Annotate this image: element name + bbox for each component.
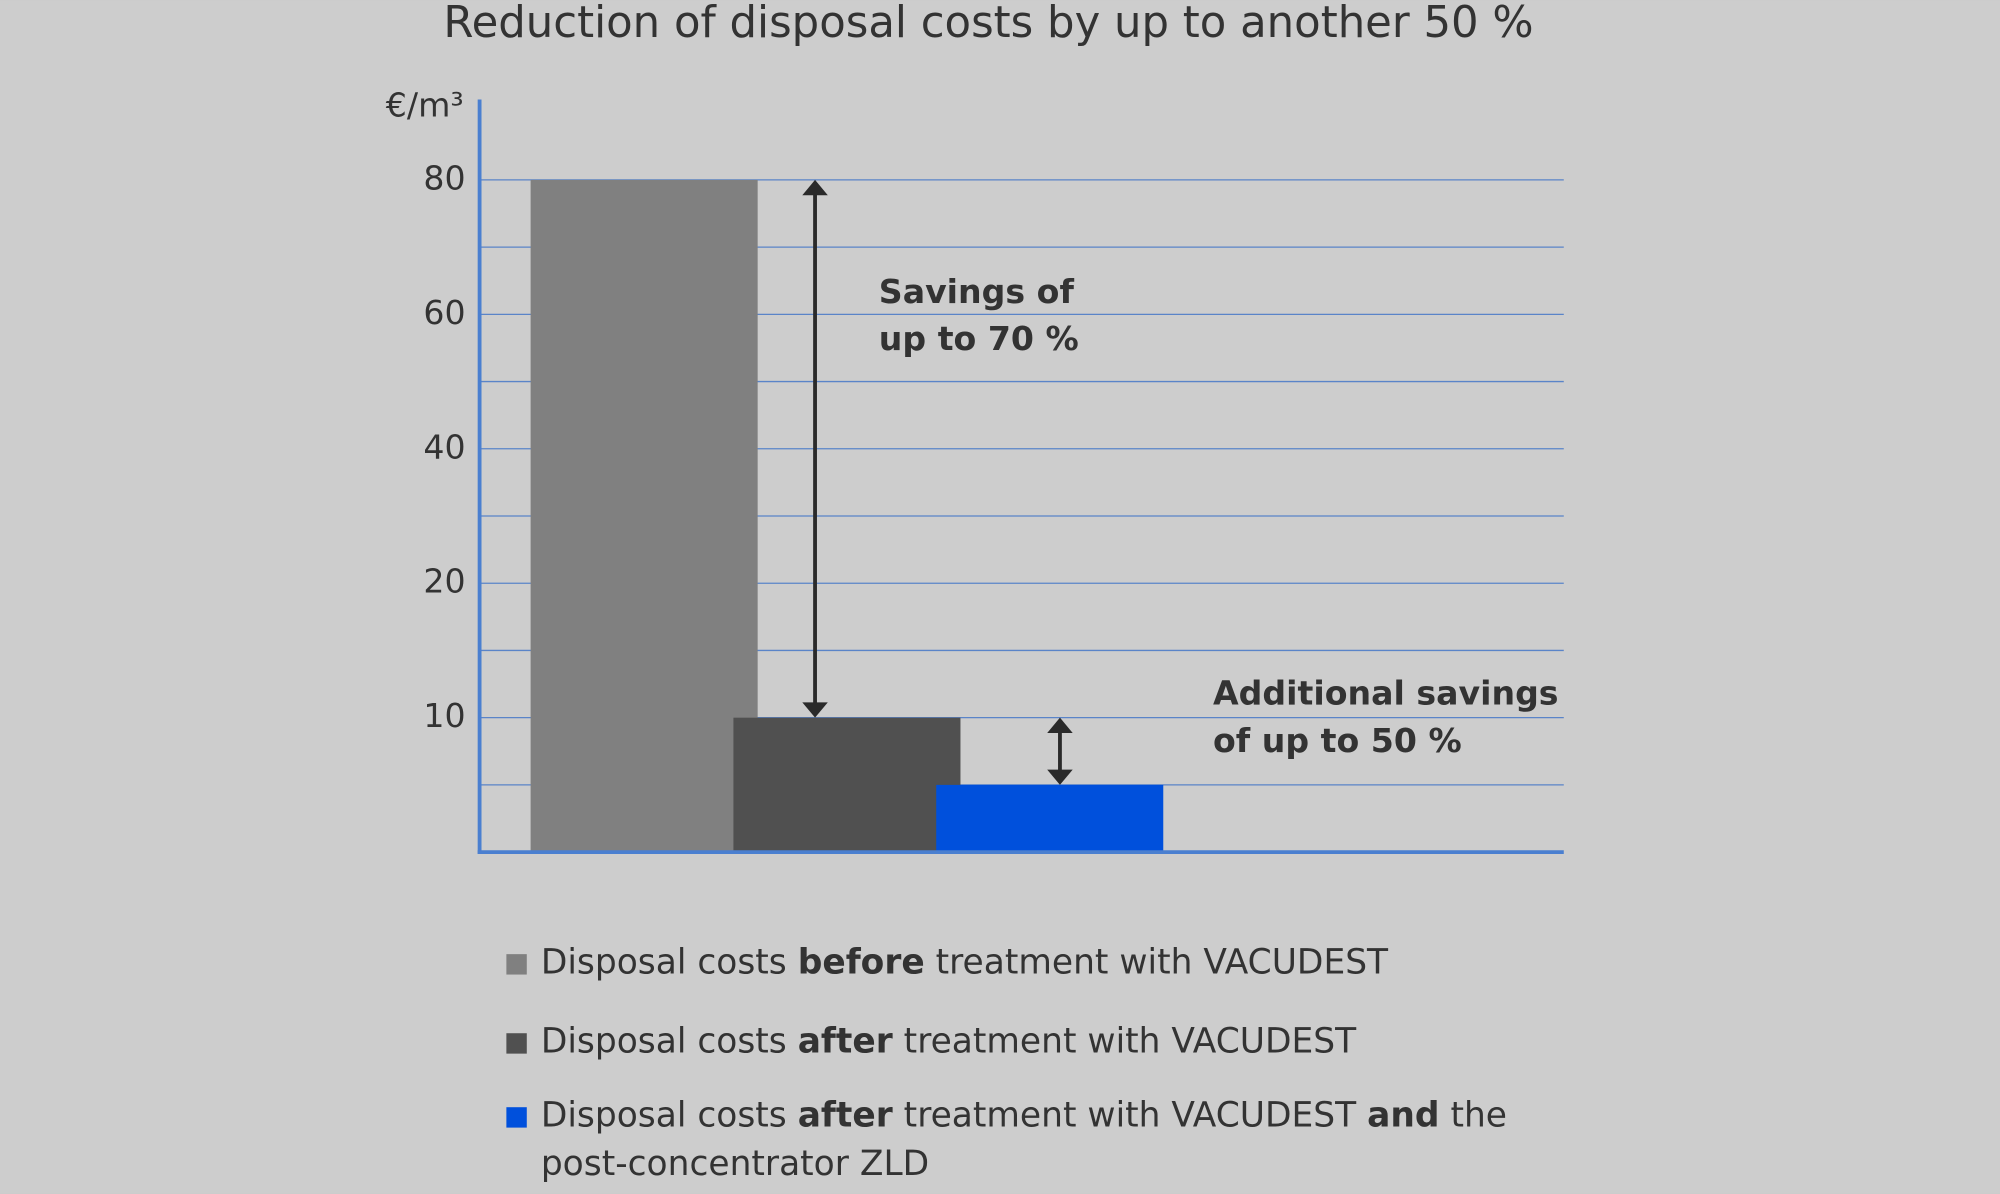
legend-label: Disposal costs after treatment with VACU… <box>540 1095 1508 1184</box>
arrow-head <box>1047 769 1073 785</box>
legend-entry: Disposal costs after treatment with VACU… <box>540 1021 1357 1062</box>
annotation: of up to 50 % <box>1213 721 1462 760</box>
bar <box>733 717 961 853</box>
y-tick-label: 10 <box>423 696 465 735</box>
double-arrow <box>1047 717 1073 785</box>
bar <box>936 784 1164 853</box>
legend-swatch <box>506 1107 527 1128</box>
legend-swatch <box>506 1033 527 1054</box>
legend-label: Disposal costs before treatment with VAC… <box>540 942 1389 983</box>
chart-title: Reduction of disposal costs by up to ano… <box>443 0 1533 48</box>
y-tick-label: 80 <box>423 158 465 197</box>
y-axis-label: €/m³ <box>386 86 464 125</box>
annotation: Savings of <box>879 272 1075 311</box>
arrow-head <box>1047 717 1073 733</box>
double-arrow <box>802 179 828 718</box>
legend-label: Disposal costs after treatment with VACU… <box>540 1021 1357 1062</box>
y-tick-label: 60 <box>423 293 465 332</box>
legend-entry: Disposal costs before treatment with VAC… <box>540 942 1389 983</box>
legend-swatch <box>506 954 527 975</box>
bar <box>530 179 758 853</box>
y-tick-label: 20 <box>423 562 465 601</box>
legend-entry: Disposal costs after treatment with VACU… <box>540 1095 1508 1184</box>
y-tick-label: 40 <box>423 427 465 466</box>
arrow-head <box>802 702 828 718</box>
annotation: up to 70 % <box>879 319 1079 358</box>
arrow-head <box>802 179 828 196</box>
annotation: Additional savings <box>1213 674 1559 713</box>
